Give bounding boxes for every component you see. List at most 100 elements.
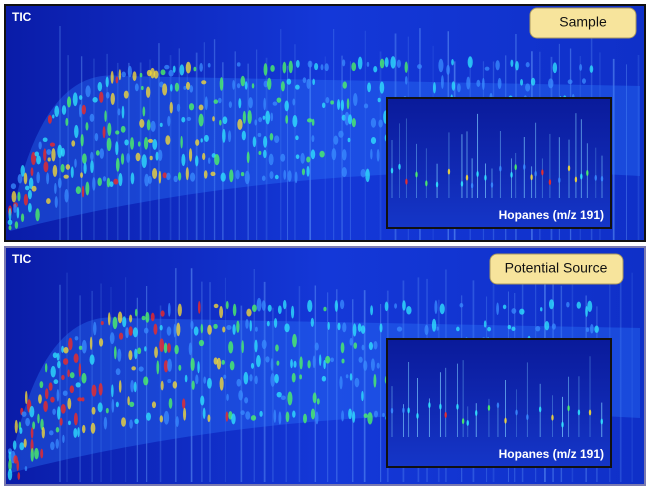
peak — [105, 76, 109, 88]
peak — [277, 305, 282, 315]
peak — [340, 99, 344, 111]
peak — [346, 98, 350, 110]
peak — [92, 97, 98, 103]
peak — [120, 153, 125, 165]
title-box — [529, 7, 637, 39]
peak — [167, 302, 171, 317]
peak — [306, 165, 310, 177]
peak — [73, 412, 78, 426]
inset-peak — [439, 403, 442, 410]
inset-peak — [390, 407, 394, 414]
inset-peak — [416, 412, 419, 419]
peak — [263, 149, 267, 159]
peak — [55, 438, 59, 449]
peak — [227, 130, 232, 143]
peak — [80, 172, 83, 179]
peak — [280, 81, 285, 92]
peak — [162, 172, 167, 179]
peak — [257, 132, 262, 138]
inset-peak — [504, 417, 507, 424]
peak — [250, 362, 255, 369]
peak — [103, 416, 108, 430]
peak — [293, 360, 297, 368]
peak — [325, 355, 331, 364]
peak — [121, 417, 126, 427]
peak — [552, 62, 558, 74]
peak — [121, 71, 126, 78]
peak — [283, 299, 287, 310]
peak — [263, 97, 266, 111]
peak — [251, 83, 255, 89]
peak — [370, 305, 374, 316]
inset-peak — [534, 170, 537, 177]
peak — [173, 323, 177, 338]
peak — [63, 174, 69, 179]
peak — [319, 150, 325, 158]
peak — [287, 391, 293, 406]
peak — [68, 337, 73, 351]
peak — [292, 114, 298, 128]
peak — [210, 171, 216, 177]
peak — [89, 336, 93, 351]
peak — [50, 396, 55, 403]
peak — [379, 323, 383, 333]
peak — [118, 69, 122, 81]
peak — [29, 405, 35, 418]
peak — [138, 366, 144, 372]
peak — [502, 304, 507, 310]
peak — [39, 381, 44, 389]
peak — [180, 135, 183, 149]
peak — [98, 338, 104, 347]
peak — [37, 413, 40, 424]
peak — [149, 155, 153, 161]
peak — [134, 418, 139, 424]
inset-peak — [600, 175, 604, 182]
inset-chromatogram — [390, 113, 604, 198]
peak — [339, 376, 343, 390]
peak — [198, 113, 204, 127]
peak — [432, 82, 436, 94]
peak — [467, 56, 473, 68]
peak — [61, 374, 65, 381]
peak — [134, 83, 139, 92]
peak — [52, 408, 56, 415]
peak — [164, 64, 170, 70]
peak — [176, 103, 181, 112]
peak — [299, 356, 303, 370]
peak — [370, 358, 375, 371]
peak — [540, 307, 543, 312]
peak — [48, 382, 53, 391]
peak — [237, 118, 243, 130]
peak — [169, 101, 173, 114]
peak — [60, 403, 66, 414]
peak — [342, 81, 347, 89]
peak — [232, 303, 237, 317]
peak — [50, 441, 55, 451]
peak — [311, 135, 315, 143]
peak — [483, 320, 487, 328]
inset-peak — [461, 418, 465, 425]
peak — [172, 381, 178, 389]
peak — [352, 323, 357, 337]
peak — [266, 320, 270, 327]
peak — [231, 413, 236, 425]
peak — [65, 117, 69, 127]
peak — [168, 69, 174, 77]
peak — [276, 97, 282, 103]
peak — [204, 134, 209, 142]
peak — [360, 169, 366, 178]
inset-peak — [456, 403, 459, 410]
peak — [56, 352, 60, 361]
peak — [97, 81, 103, 92]
peak — [219, 77, 224, 91]
peak — [320, 64, 324, 71]
peak — [34, 447, 39, 460]
peak — [311, 118, 315, 126]
peak — [97, 402, 103, 413]
peak — [292, 410, 296, 418]
peak — [62, 434, 65, 444]
peak — [62, 358, 69, 365]
peak — [269, 132, 274, 141]
peak — [312, 78, 315, 86]
peak — [159, 415, 164, 423]
